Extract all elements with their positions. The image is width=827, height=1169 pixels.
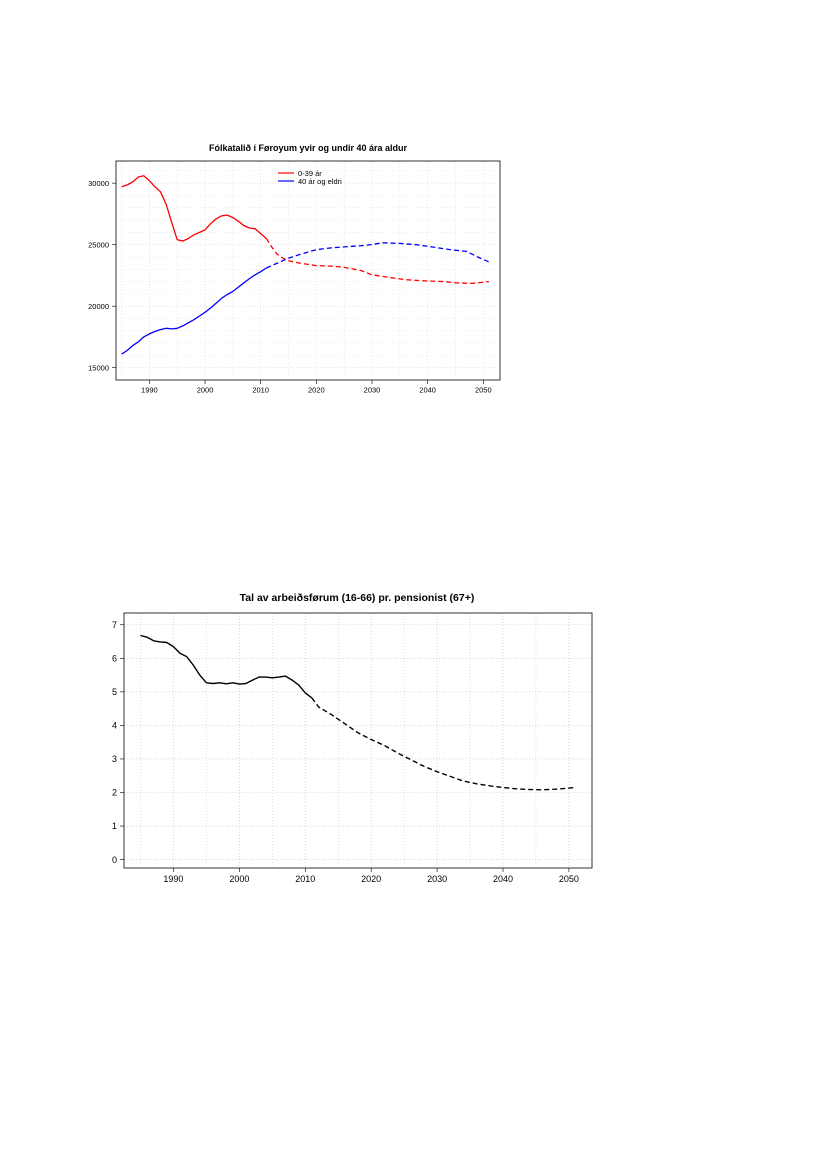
y-tick-label: 15000 xyxy=(88,363,109,372)
x-tick-label: 2000 xyxy=(229,874,249,884)
y-tick-label: 6 xyxy=(112,653,117,663)
y-tick-label: 0 xyxy=(112,855,117,865)
plot-box xyxy=(123,612,593,869)
ratio-chart: Tal av arbeiðsførum (16-66) pr. pensioni… xyxy=(112,592,593,884)
series-line-observed xyxy=(121,267,267,355)
series-line-observed xyxy=(140,634,313,699)
series-lines xyxy=(140,634,576,791)
x-tick-label: 2030 xyxy=(427,874,447,884)
x-axis: 1990 2000 2010 2020 2030 2040 2050 xyxy=(163,868,579,884)
y-tick-label: 30000 xyxy=(88,179,109,188)
plot-box xyxy=(115,160,501,381)
x-tick-label: 2040 xyxy=(419,386,436,395)
y-tick-label: 1 xyxy=(112,821,117,831)
legend-label-young: 0-39 ár xyxy=(298,169,322,178)
legend: 0-39 ár 40 ár og eldri xyxy=(278,169,342,186)
legend-label-old: 40 ár og eldri xyxy=(298,177,342,186)
x-tick-label: 2010 xyxy=(295,874,315,884)
x-tick-label: 2030 xyxy=(364,386,381,395)
series-lines xyxy=(121,175,490,355)
series-line-projected xyxy=(266,242,490,269)
grid-lines xyxy=(116,161,500,380)
y-tick-label: 4 xyxy=(112,721,117,731)
x-tick-label: 2050 xyxy=(559,874,579,884)
y-tick-label: 20000 xyxy=(88,302,109,311)
x-tick-label: 1990 xyxy=(163,874,183,884)
population-chart: Fólkatalið í Føroyum yvir og undir 40 ár… xyxy=(88,143,501,395)
x-axis: 1990 2000 2010 2020 2030 2040 2050 xyxy=(141,380,492,395)
series-line-observed xyxy=(121,175,267,242)
y-tick-label: 25000 xyxy=(88,240,109,249)
y-axis: 0 1 2 3 4 5 6 7 xyxy=(112,620,124,865)
chart-title: Fólkatalið í Føroyum yvir og undir 40 ár… xyxy=(209,143,408,153)
x-tick-label: 2020 xyxy=(361,874,381,884)
x-tick-label: 1990 xyxy=(141,386,158,395)
y-tick-label: 7 xyxy=(112,620,117,630)
y-tick-label: 5 xyxy=(112,687,117,697)
grid-lines xyxy=(124,613,592,868)
x-tick-label: 2040 xyxy=(493,874,513,884)
x-tick-label: 2010 xyxy=(252,386,269,395)
x-tick-label: 2050 xyxy=(475,386,492,395)
chart-title: Tal av arbeiðsførum (16-66) pr. pensioni… xyxy=(240,592,475,604)
y-tick-label: 2 xyxy=(112,788,117,798)
x-tick-label: 2020 xyxy=(308,386,325,395)
series-line-projected xyxy=(265,238,489,285)
x-tick-label: 2000 xyxy=(197,386,214,395)
y-axis: 15000 20000 25000 30000 xyxy=(88,179,116,372)
series-line-projected xyxy=(311,697,576,791)
y-tick-label: 3 xyxy=(112,754,117,764)
